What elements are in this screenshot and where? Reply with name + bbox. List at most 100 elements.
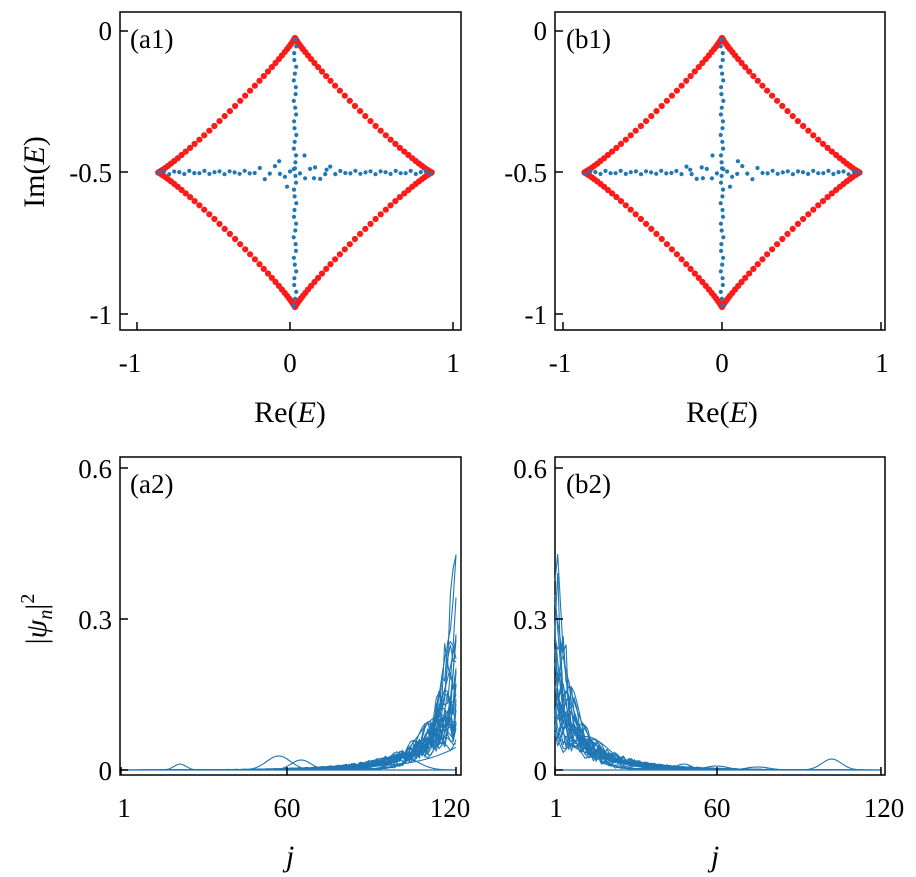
inner-spectrum-point	[277, 159, 282, 164]
outer-spectrum-point	[828, 148, 836, 155]
eigenstate-profile	[121, 554, 457, 771]
inner-spectrum-point	[721, 167, 726, 172]
inner-spectrum-point	[343, 170, 348, 176]
outer-spectrum-point	[237, 97, 244, 104]
inner-spectrum-point	[721, 98, 726, 103]
outer-spectrum-point	[332, 82, 339, 89]
outer-spectrum-point	[759, 82, 766, 89]
inner-spectrum-point	[293, 173, 298, 178]
inner-spectrum-point	[718, 44, 723, 49]
x-tick-label-b1-1: 0	[715, 348, 729, 378]
inner-spectrum-point	[720, 262, 725, 267]
inner-spectrum-point	[800, 170, 806, 175]
axes-box-a2	[119, 456, 462, 776]
outer-spectrum-point	[260, 73, 267, 80]
outer-spectrum-point	[357, 108, 364, 115]
outer-spectrum-point	[668, 246, 676, 253]
eigenstate-profile	[554, 704, 881, 771]
inner-spectrum-point	[750, 177, 755, 182]
y-tick-label-a1-1: -0.5	[69, 158, 112, 188]
outer-spectrum-point	[663, 97, 671, 104]
outer-spectrum-point	[260, 265, 267, 272]
inner-spectrum-point	[262, 177, 267, 182]
outer-spectrum-point	[346, 97, 353, 104]
inner-spectrum-point	[423, 169, 428, 174]
outer-spectrum-point	[794, 220, 802, 227]
outer-spectrum-point	[637, 122, 645, 130]
outer-spectrum-point	[613, 144, 620, 151]
panel-a2: (a2) 1 60 120 0.6 0.3 0 j |ψn|2	[17, 454, 470, 873]
inner-spectrum-point	[811, 168, 816, 173]
inner-spectrum-point	[618, 168, 623, 173]
inner-spectrum-point	[780, 170, 785, 175]
inner-spectrum-point	[790, 172, 796, 177]
inner-spectrum-point	[323, 172, 328, 177]
inner-spectrum-point	[324, 167, 329, 172]
outer-spectrum-point	[769, 92, 776, 99]
outer-spectrum-point	[695, 274, 702, 281]
panel-a1: (a1) -1 0 1 0 -0.5 -1 Re(E) Im(E)	[18, 11, 462, 429]
inner-spectrum-point	[719, 242, 724, 247]
inner-spectrum-point	[720, 51, 725, 56]
inner-spectrum-point	[689, 172, 694, 177]
outer-spectrum-point	[232, 235, 239, 243]
inner-spectrum-point	[187, 168, 192, 173]
y-tick-label-b1-0: 0	[534, 16, 548, 46]
inner-spectrum-point	[172, 169, 177, 174]
outer-spectrum-point	[789, 225, 796, 232]
y-axis-label-a2: |ψn|2	[17, 594, 57, 645]
inner-spectrum-point	[688, 167, 693, 172]
outer-spectrum-point	[653, 108, 660, 115]
outer-spectrum-point	[362, 225, 369, 232]
outer-spectrum-point	[256, 77, 263, 84]
outer-spectrum-point	[746, 270, 753, 277]
inner-spectrum-point	[841, 169, 846, 174]
inner-spectrum-point	[294, 64, 299, 69]
y-tick-label-b1-1: -0.5	[504, 158, 547, 188]
inner-spectrum-point	[719, 105, 724, 110]
axes-box-b1	[554, 11, 886, 331]
outer-spectrum-point	[323, 265, 330, 272]
inner-spectrum-point	[643, 169, 649, 174]
outer-spectrum-point	[810, 132, 817, 139]
x-tick-label-a2-1: 60	[274, 793, 301, 823]
inner-spectrum-point	[710, 153, 715, 158]
inner-spectrum-point	[720, 57, 725, 63]
inner-spectrum-point	[704, 166, 709, 171]
outer-spectrum-point	[784, 108, 791, 115]
panel-b1: (b1) -1 0 1 0 -0.5 -1 Re(E)	[504, 11, 889, 429]
outer-spectrum-point	[648, 113, 655, 120]
inner-spectrum-point	[294, 44, 299, 49]
outer-spectrum-point	[604, 186, 612, 194]
inner-spectrum-point	[720, 194, 725, 199]
outer-spectrum-point	[779, 102, 786, 110]
outer-spectrum-point	[764, 251, 771, 258]
inner-spectrum-point	[720, 187, 726, 192]
outer-spectrum-point	[318, 68, 326, 75]
inner-spectrum-point	[588, 169, 593, 174]
outer-spectrum-point	[742, 64, 749, 71]
inner-spectrum-point	[222, 172, 227, 177]
outer-spectrum-point	[268, 64, 275, 71]
inner-spectrum-point	[745, 171, 750, 176]
outer-spectrum-point	[251, 82, 258, 89]
inner-spectrum-point	[293, 160, 298, 165]
inner-spectrum-point	[292, 51, 297, 56]
outer-spectrum-point	[211, 215, 218, 223]
inner-spectrum-point	[202, 168, 207, 173]
outer-spectrum-point	[367, 118, 374, 125]
outer-spectrum-point	[691, 270, 698, 277]
inner-spectrum-point	[291, 187, 297, 192]
inner-spectrum-point	[292, 194, 297, 199]
outer-spectrum-point	[800, 215, 807, 223]
outer-spectrum-point	[750, 265, 757, 272]
outer-spectrum-point	[237, 241, 244, 248]
inner-spectrum-point	[720, 139, 725, 144]
inner-spectrum-point	[291, 235, 296, 240]
outer-spectrum-point	[815, 136, 822, 143]
x-tick-label-a1-0: -1	[119, 348, 142, 378]
outer-spectrum-point	[794, 118, 802, 125]
outer-spectrum-point	[247, 251, 254, 258]
inner-spectrum-point	[718, 289, 723, 294]
inner-spectrum-point	[291, 303, 296, 308]
